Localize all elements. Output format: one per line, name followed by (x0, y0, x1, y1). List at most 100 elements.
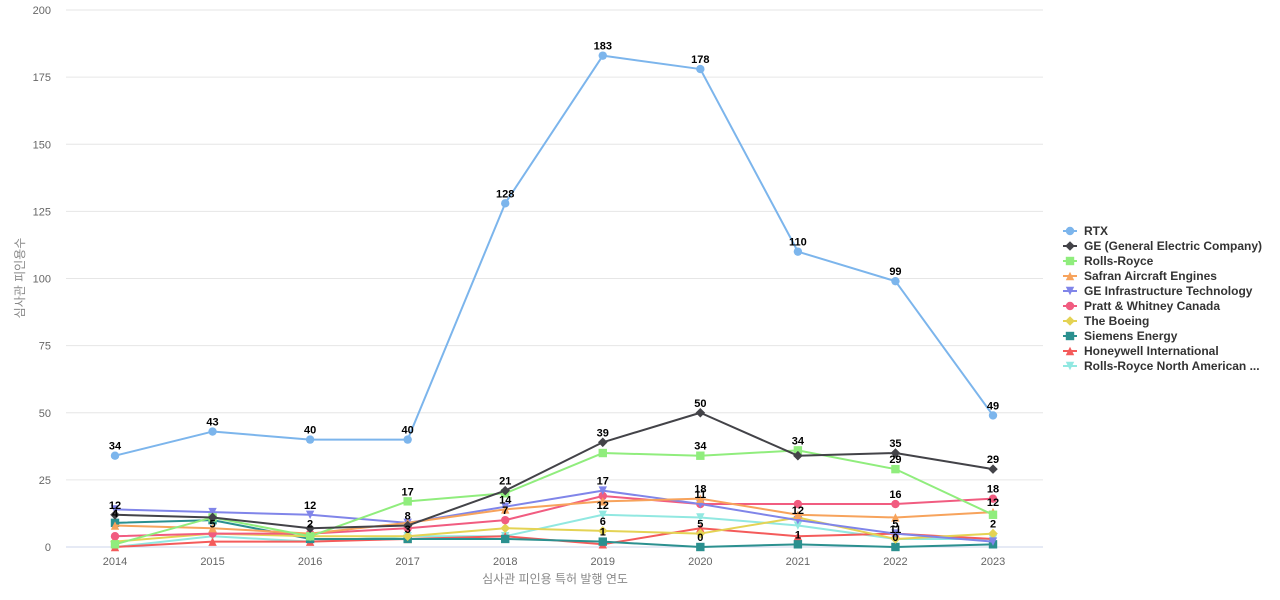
x-tick-label: 2015 (200, 556, 224, 568)
legend-item: The Boeing (1063, 314, 1149, 328)
data-label: 12 (109, 500, 121, 512)
data-point (403, 435, 412, 444)
series-line (114, 489, 994, 543)
data-point (598, 51, 607, 60)
data-point (403, 497, 412, 506)
data-label: 99 (889, 266, 901, 278)
data-label: 34 (109, 441, 122, 453)
data-label: 43 (206, 417, 218, 429)
legend-marker (1065, 331, 1075, 341)
data-label: 50 (694, 398, 706, 410)
data-point (598, 491, 607, 501)
data-point (793, 532, 803, 541)
data-label: 5 (209, 519, 215, 531)
y-tick-label: 25 (39, 475, 51, 487)
series-line (114, 513, 994, 548)
legend-label: RTX (1084, 224, 1108, 238)
data-label: 34 (792, 435, 805, 447)
data-point (988, 464, 998, 474)
data-label: 6 (600, 516, 606, 528)
legend-label: Pratt & Whitney Canada (1084, 299, 1220, 313)
data-label: 5 (892, 519, 898, 531)
legend-marker (1065, 301, 1075, 311)
data-point (793, 499, 803, 509)
data-label: 29 (987, 454, 999, 466)
data-point (501, 505, 510, 514)
data-point (501, 534, 510, 544)
x-tick-label: 2017 (395, 556, 419, 568)
y-tick-label: 0 (45, 542, 51, 554)
x-tick-label: 2019 (591, 556, 615, 568)
legend-marker (1065, 286, 1075, 296)
legend-item: Pratt & Whitney Canada (1063, 299, 1220, 313)
data-point (891, 276, 900, 286)
legend-marker (1065, 271, 1075, 281)
series-line (114, 411, 994, 530)
legend-item: Rolls-Royce (1063, 254, 1154, 268)
data-point (793, 446, 803, 455)
data-label: 12 (304, 500, 316, 512)
data-point (598, 497, 607, 506)
data-point (305, 523, 315, 534)
legend-label: Siemens Energy (1084, 329, 1178, 343)
data-point (695, 528, 706, 539)
data-label: 8 (405, 511, 411, 523)
data-label: 14 (499, 494, 512, 506)
data-point (500, 485, 511, 496)
data-point (793, 510, 803, 519)
data-point (793, 540, 803, 549)
data-label: 11 (695, 489, 707, 501)
series-line (114, 449, 994, 546)
y-tick-label: 100 (33, 274, 51, 286)
data-point (695, 407, 706, 418)
data-point (696, 64, 705, 74)
legend-label: Honeywell International (1084, 344, 1219, 358)
data-label: 21 (499, 476, 511, 488)
data-label: 178 (691, 54, 709, 66)
legend-item: GE Infrastructure Technology (1063, 284, 1253, 298)
data-point (793, 247, 803, 256)
data-point (891, 464, 900, 474)
legend-label: GE Infrastructure Technology (1084, 284, 1253, 298)
data-point (208, 427, 217, 436)
data-label: 40 (304, 425, 316, 437)
legend-item: GE (General Electric Company) (1063, 239, 1262, 253)
data-label: 12 (597, 500, 609, 512)
data-point (891, 513, 900, 522)
data-label: 12 (792, 505, 804, 517)
legend-label: The Boeing (1084, 314, 1149, 328)
series-line (114, 516, 994, 543)
data-point (305, 510, 315, 519)
data-point (890, 448, 901, 458)
y-axis-title: 심사관 피인용수 (13, 238, 27, 319)
series-rtx (110, 51, 998, 460)
data-label: 5 (697, 519, 703, 531)
y-tick-label: 175 (33, 72, 51, 84)
data-label: 110 (789, 237, 807, 249)
data-label: 17 (597, 476, 609, 488)
data-label: 0 (697, 532, 703, 544)
legend-marker (1065, 256, 1075, 266)
data-point (988, 528, 998, 539)
data-point (110, 505, 120, 514)
data-point (208, 507, 217, 517)
y-tick-label: 150 (33, 139, 51, 151)
data-point (110, 521, 120, 530)
data-label: 4 (112, 508, 119, 520)
data-label: 2 (990, 519, 996, 531)
data-point (501, 199, 510, 208)
data-label: 3 (405, 524, 411, 536)
legend-item: Honeywell International (1063, 344, 1219, 358)
data-point (598, 537, 607, 546)
legend-item: Siemens Energy (1063, 329, 1178, 343)
data-point (208, 524, 217, 533)
data-point (402, 531, 413, 542)
x-tick-label: 2022 (883, 556, 907, 568)
data-label: 0 (892, 532, 898, 544)
x-tick-label: 2023 (981, 556, 1005, 568)
data-point (305, 532, 315, 541)
data-point (891, 529, 900, 538)
data-point (597, 526, 608, 536)
y-axis-ticks: 0 25 50 75 100 125 150 175 200 (33, 5, 51, 554)
